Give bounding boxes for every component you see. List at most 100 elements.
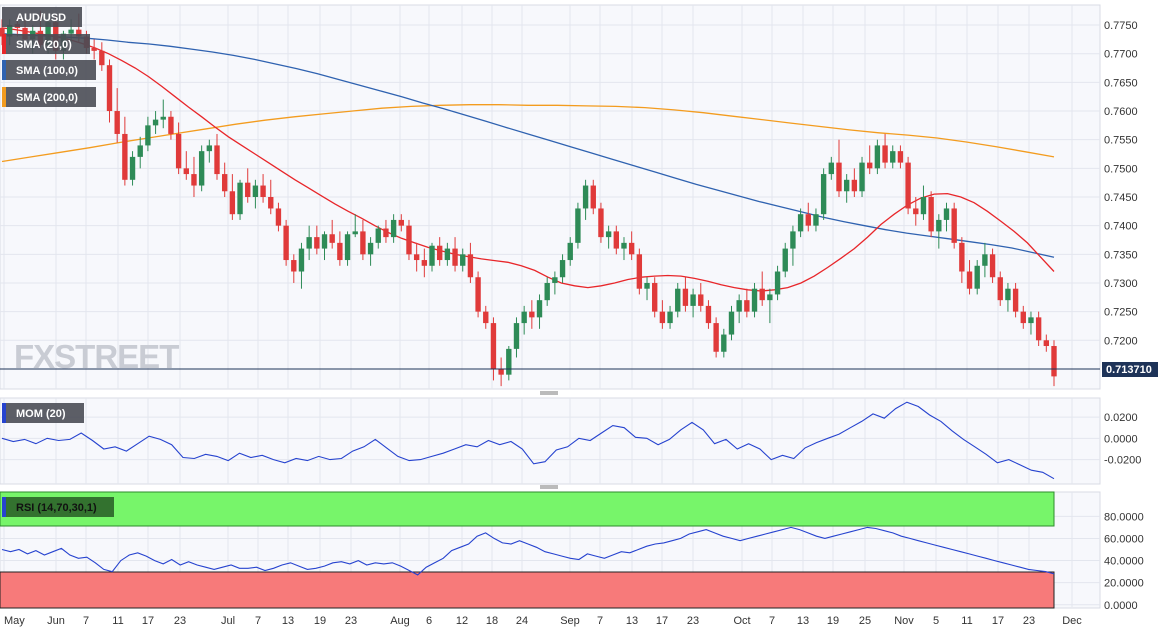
sma200-label: SMA (200,0) bbox=[16, 92, 78, 104]
candle-body bbox=[260, 185, 266, 197]
candle-body bbox=[1035, 317, 1042, 341]
candle bbox=[483, 305, 489, 329]
candle bbox=[989, 248, 996, 283]
candle bbox=[375, 225, 381, 249]
mom-panel bbox=[0, 397, 1101, 485]
rsi-line bbox=[1, 526, 1055, 576]
candle bbox=[559, 254, 566, 283]
mom-badge[interactable]: MOM (20) bbox=[2, 403, 84, 423]
candle-body bbox=[529, 311, 535, 318]
candle-body bbox=[805, 214, 811, 226]
candle bbox=[145, 116, 151, 152]
candle-body bbox=[905, 162, 911, 209]
candle-body bbox=[567, 242, 573, 261]
candle bbox=[460, 248, 466, 272]
candle bbox=[129, 151, 136, 186]
candle-body bbox=[974, 265, 980, 289]
candle-body bbox=[867, 162, 873, 169]
candle-body bbox=[483, 311, 489, 324]
candle-body bbox=[959, 242, 965, 272]
candle-body bbox=[183, 168, 189, 175]
price-tick-label: 0.7300 bbox=[1104, 278, 1138, 290]
sma100-badge[interactable]: SMA (100,0) bbox=[2, 60, 96, 80]
candle bbox=[613, 225, 619, 255]
candle bbox=[398, 214, 404, 232]
candle-body bbox=[76, 29, 82, 37]
candle bbox=[168, 111, 174, 140]
candle bbox=[828, 156, 835, 180]
mom-tick-label: -0.0200 bbox=[1104, 455, 1141, 467]
candle bbox=[605, 225, 612, 249]
price-tick-label: 0.7650 bbox=[1104, 77, 1138, 89]
candle-body bbox=[137, 145, 143, 157]
rsi-badge[interactable]: RSI (14,70,30,1) bbox=[2, 497, 114, 517]
price-tick-label: 0.7250 bbox=[1104, 307, 1138, 319]
candle-body bbox=[774, 271, 781, 295]
sma200-badge[interactable]: SMA (200,0) bbox=[2, 87, 96, 107]
sma100-line bbox=[1, 33, 1055, 258]
symbol-badge[interactable]: AUD/USD bbox=[2, 7, 82, 27]
candle-body bbox=[713, 323, 719, 352]
candle-body bbox=[736, 300, 742, 312]
sma20-badge[interactable]: SMA (20,0) bbox=[2, 34, 90, 54]
date-tick-label: 23 bbox=[687, 615, 699, 627]
date-tick-label: 23 bbox=[1023, 615, 1035, 627]
candle bbox=[306, 225, 312, 261]
candle bbox=[721, 328, 727, 358]
candle bbox=[621, 237, 627, 261]
last-price-label: 0.713710 bbox=[1106, 364, 1152, 376]
date-tick-label: 18 bbox=[486, 615, 498, 627]
candle-body bbox=[675, 288, 681, 312]
candle-body bbox=[91, 47, 97, 51]
candle bbox=[122, 116, 128, 186]
candle bbox=[490, 317, 497, 381]
date-tick-label: 23 bbox=[174, 615, 186, 627]
candle bbox=[790, 225, 796, 266]
candle-body bbox=[636, 254, 643, 289]
candle bbox=[529, 300, 535, 329]
candle bbox=[114, 88, 120, 143]
candle-body bbox=[383, 228, 389, 238]
price-tick-label: 0.7750 bbox=[1104, 20, 1138, 32]
candle-body bbox=[329, 234, 335, 243]
candle-body bbox=[536, 300, 543, 318]
candle-body bbox=[890, 151, 896, 163]
candle bbox=[214, 133, 220, 180]
candle bbox=[928, 191, 934, 238]
candle bbox=[913, 197, 919, 226]
candle-body bbox=[360, 231, 366, 255]
sma200-line bbox=[1, 104, 1055, 163]
candle bbox=[513, 317, 520, 358]
candle-body bbox=[989, 254, 996, 278]
candle-body bbox=[1028, 317, 1034, 324]
candle bbox=[567, 237, 573, 266]
candle-body bbox=[229, 191, 236, 215]
candle-body bbox=[913, 208, 919, 215]
mom-tick-label: 0.0000 bbox=[1104, 433, 1138, 445]
candle bbox=[905, 156, 911, 215]
date-tick-label: Jul bbox=[221, 615, 235, 627]
candle-body bbox=[813, 214, 819, 226]
candle-body bbox=[467, 254, 474, 278]
candle bbox=[329, 219, 335, 249]
mom-line bbox=[1, 401, 1055, 480]
candle-body bbox=[1005, 288, 1011, 301]
candle bbox=[936, 214, 942, 249]
date-tick-label: 13 bbox=[626, 615, 638, 627]
candle bbox=[782, 242, 788, 278]
date-tick-label: 23 bbox=[345, 615, 357, 627]
rsi-tick-label: 60.0000 bbox=[1104, 533, 1144, 545]
rsi-splitter-handle[interactable] bbox=[540, 485, 558, 489]
candle bbox=[91, 39, 97, 60]
candle bbox=[644, 277, 650, 301]
candle-body bbox=[613, 231, 619, 249]
candle bbox=[713, 317, 719, 358]
price-tick-label: 0.7200 bbox=[1104, 335, 1138, 347]
mom-splitter-handle[interactable] bbox=[540, 391, 558, 395]
candle-body bbox=[721, 334, 727, 352]
candle bbox=[943, 202, 950, 232]
candle-body bbox=[106, 65, 113, 112]
candle-body bbox=[728, 311, 735, 335]
candle bbox=[344, 231, 351, 266]
